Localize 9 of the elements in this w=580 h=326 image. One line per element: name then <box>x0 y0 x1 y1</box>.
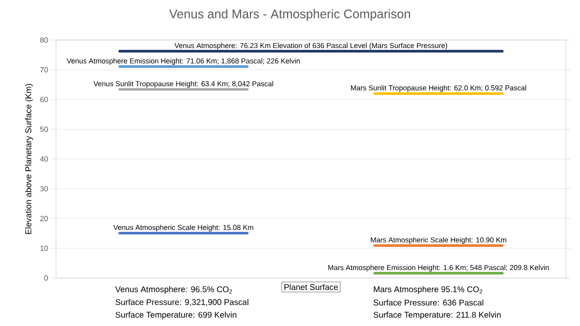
text: Surface Pressure: 9,321,900 Pascal <box>116 298 248 306</box>
text: Surface Temperature: 699 Kelvin <box>116 312 236 320</box>
text: Venus Atmosphere: 96.5% CO$_{2}$ <box>115 286 232 294</box>
chart-title: Venus and Mars - Atmospheric Comparison <box>169 9 410 21</box>
text: Surface Pressure: 636 Pascal <box>374 299 484 306</box>
text: Surface Temperature: 211.8 Kelvin <box>374 312 501 320</box>
text: Mars Atmosphere 95.1% CO$_{2}$ <box>374 286 482 294</box>
y-axis-title: Elevation above Planetary Surface (Km) <box>25 84 33 234</box>
text: Planet Surface <box>284 284 338 290</box>
